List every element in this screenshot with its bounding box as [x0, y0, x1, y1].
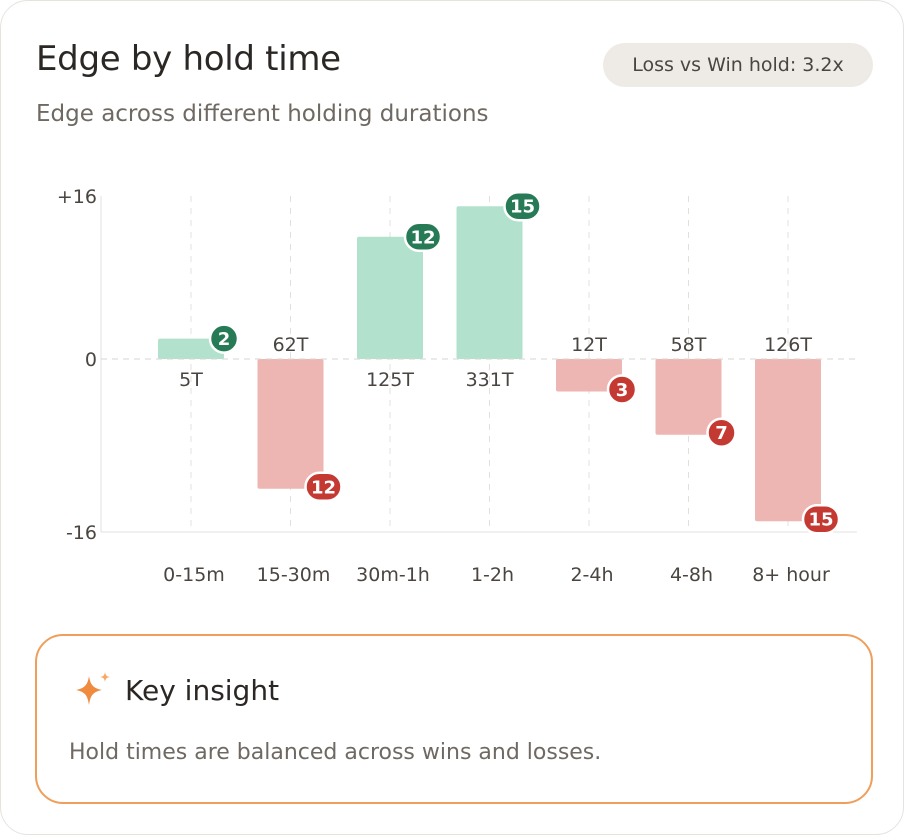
bar	[655, 359, 722, 435]
y-tick-label: -16	[66, 522, 97, 544]
y-tick-label: 0	[85, 349, 97, 371]
x-tick-label: 0-15m	[163, 564, 225, 586]
y-tick-label: +16	[57, 186, 97, 208]
value-badge-label: 12	[410, 227, 435, 248]
bar	[158, 338, 224, 359]
value-badge	[403, 221, 443, 252]
insight-title: Key insight	[125, 674, 280, 707]
value-badge	[208, 323, 240, 354]
value-badge-label: 2	[218, 329, 231, 350]
trade-count-label: 5T	[179, 369, 203, 391]
insight-text: Hold times are balanced across wins and …	[69, 740, 602, 765]
value-badge	[304, 471, 343, 502]
bar	[755, 359, 821, 522]
card-title: Edge by hold time	[36, 39, 341, 79]
ratio-badge: Loss vs Win hold: 3.2x	[603, 43, 873, 87]
value-badge	[503, 190, 542, 222]
bar	[257, 359, 324, 489]
value-badge-label: 3	[616, 380, 629, 401]
x-tick-label: 30m-1h	[356, 564, 430, 586]
x-tick-label: 2-4h	[570, 564, 613, 586]
value-badge-label: 12	[311, 477, 336, 498]
trade-count-label: 62T	[273, 334, 309, 356]
value-badge-label: 15	[510, 197, 535, 218]
bar	[357, 236, 423, 359]
trade-count-label: 331T	[466, 369, 514, 391]
trade-count-label: 125T	[366, 369, 414, 391]
bar	[456, 206, 523, 359]
x-tick-label: 15-30m	[257, 564, 331, 586]
value-badge-label: 7	[715, 423, 728, 444]
value-badge	[801, 503, 841, 535]
x-tick-label: 4-8h	[670, 564, 713, 586]
insight-box: Key insight Hold times are balanced acro…	[35, 634, 873, 804]
card-subtitle: Edge across different holding durations	[36, 101, 489, 127]
x-tick-label: 1-2h	[471, 564, 514, 586]
value-badge	[606, 374, 638, 405]
trade-count-label: 12T	[571, 334, 607, 356]
edge-bar-chart: +16 0 -16 5T 2 62T 12 125T 12 331T 15 12T 3 58T 7 126T 1…	[57, 186, 857, 586]
sparkle-icon	[76, 672, 110, 705]
value-badge-label: 15	[808, 510, 833, 531]
value-badge	[706, 417, 737, 448]
x-tick-label: 8+ hour	[752, 564, 830, 586]
trade-count-label: 58T	[671, 334, 707, 356]
trade-count-label: 126T	[764, 334, 812, 356]
bar	[556, 359, 622, 392]
